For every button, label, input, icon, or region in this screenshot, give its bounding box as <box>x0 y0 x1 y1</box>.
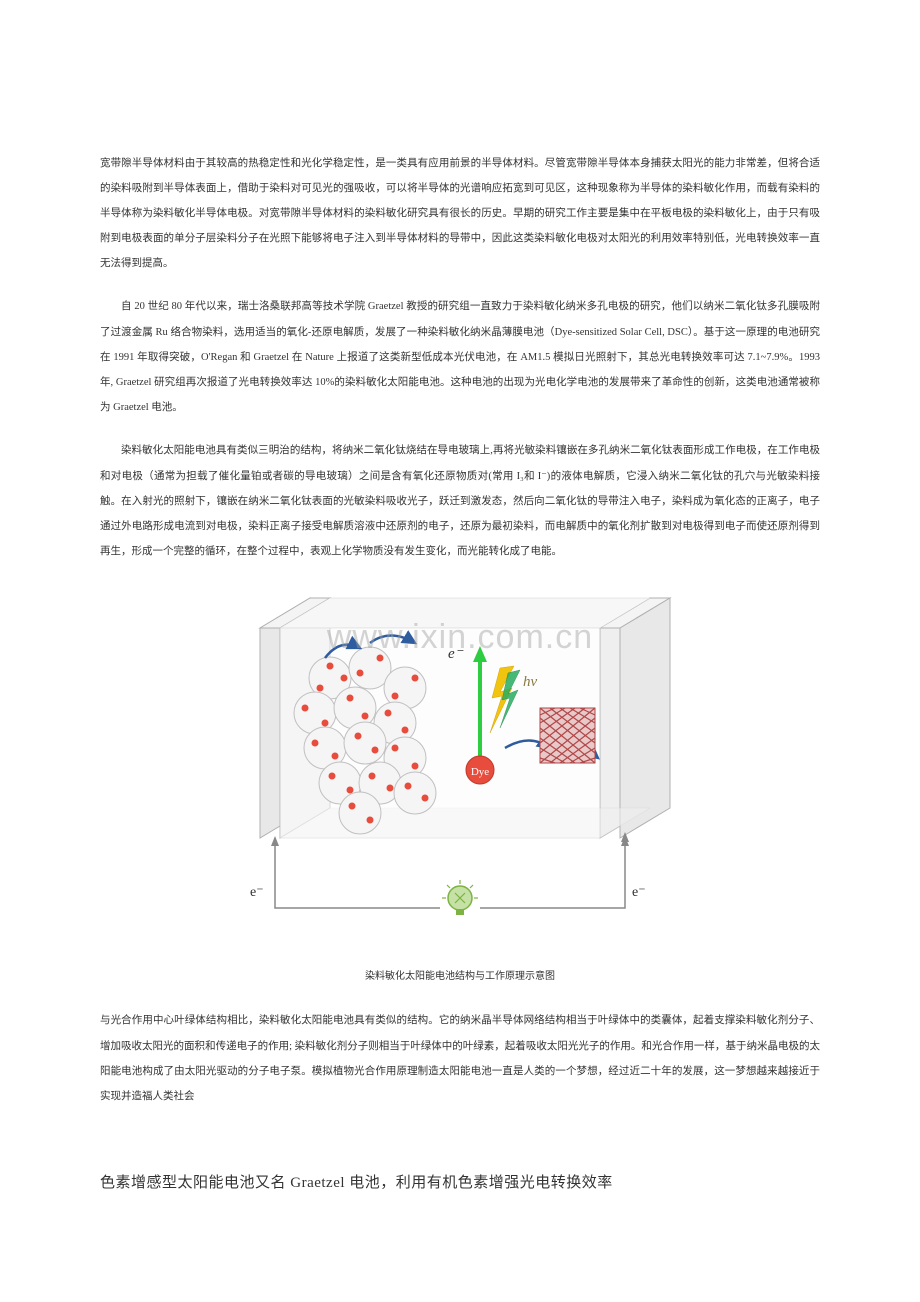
paragraph-3: 染料敏化太阳能电池具有类似三明治的结构，将纳米二氧化钛烧结在导电玻璃上,再将光敏… <box>100 438 820 564</box>
counter-electrode-patch <box>540 708 595 763</box>
figure-wrap: e⁻ hv Dye <box>230 588 690 948</box>
dye-molecule: Dye <box>466 756 494 784</box>
load-bulb-icon <box>442 880 478 915</box>
paragraph-1: 宽带隙半导体材料由于其较高的热稳定性和光化学稳定性，是一类具有应用前景的半导体材… <box>100 151 820 277</box>
paragraph-4: 与光合作用中心叶绿体结构相比，染料敏化太阳能电池具有类似的结构。它的纳米晶半导体… <box>100 1008 820 1109</box>
wire-arrow-left <box>271 836 279 846</box>
figure-caption: 染料敏化太阳能电池结构与工作原理示意图 <box>100 967 820 982</box>
svg-text:Dye: Dye <box>471 766 489 778</box>
paragraph-2: 自 20 世纪 80 年代以来，瑞士洛桑联邦高等技术学院 Graetzel 教授… <box>100 294 820 420</box>
right-electrode <box>600 598 670 838</box>
dsc-diagram: e⁻ hv Dye <box>230 588 690 948</box>
electron-label-left: e⁻ <box>250 885 264 900</box>
electron-label-top: e⁻ <box>448 646 464 662</box>
hv-label: hv <box>523 674 538 690</box>
document-page: 宽带隙半导体材料由于其较高的热稳定性和光化学稳定性，是一类具有应用前景的半导体材… <box>0 0 920 1272</box>
cell-interior <box>280 598 650 628</box>
figure-container: e⁻ hv Dye <box>100 588 820 953</box>
electron-label-right: e⁻ <box>632 885 646 900</box>
subsection-heading: 色素增感型太阳能电池又名 Graetzel 电池，利用有机色素增强光电转换效率 <box>100 1171 820 1192</box>
